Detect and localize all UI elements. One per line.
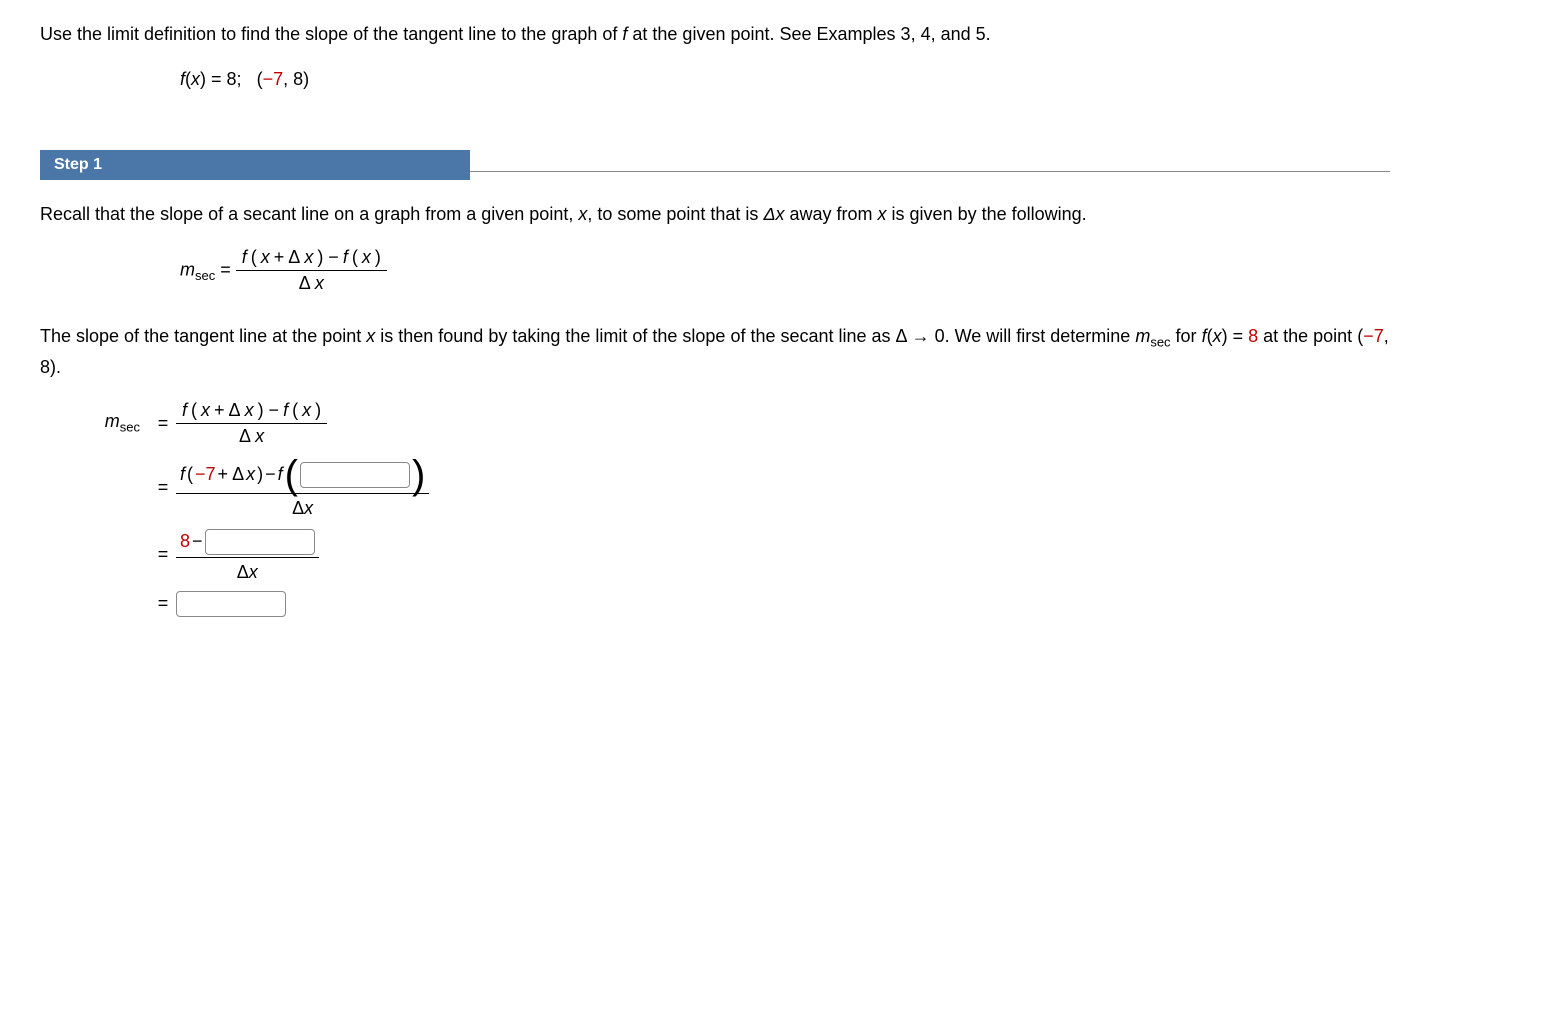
step-label: Step 1	[40, 150, 470, 180]
exp1-p3: away from	[785, 204, 878, 224]
big-paren-open: (	[285, 459, 298, 491]
answer-input-2[interactable]	[205, 529, 315, 555]
point-close: )	[303, 69, 309, 89]
answer-input-3[interactable]	[176, 591, 286, 617]
step-heading-bar: Step 1	[40, 150, 1390, 180]
fn-x: x	[191, 69, 200, 89]
work-frac-2: f(−7 + Δx) − f ( ) Δx	[176, 457, 429, 519]
secant-fraction: f(x + Δx) − f(x) Δx	[236, 245, 387, 296]
exp1-p1: Recall that the slope of a secant line o…	[40, 204, 578, 224]
work-lhs: msec	[50, 411, 150, 435]
big-paren-close: )	[412, 459, 425, 491]
exp2-eight: 8	[1248, 326, 1258, 346]
work-row-4: =	[50, 591, 1390, 617]
work-eq-3: =	[150, 544, 176, 565]
r2-plus: + Δ	[218, 464, 245, 485]
exp2-p3: . We will first determine	[945, 326, 1136, 346]
work-sec-sub: sec	[120, 420, 140, 435]
exp1-x2: x	[878, 204, 887, 224]
exp2-fx4: ) =	[1222, 326, 1249, 346]
work-row-3: = 8 − Δx	[50, 527, 1390, 583]
fn-semicolon: ;	[237, 69, 242, 89]
m-symbol: m	[180, 259, 195, 279]
work-row-1: msec = f(x + Δx) − f(x) Δx	[50, 398, 1390, 449]
exp2-p2: is then found by taking the limit of the…	[375, 326, 895, 346]
work-eq-4: =	[150, 593, 176, 614]
r2-minus: −	[265, 464, 276, 485]
fn-close-eq: ) =	[200, 69, 227, 89]
work-r3-num: 8 −	[176, 527, 319, 558]
exp2-x: x	[366, 326, 375, 346]
point-neg7: −7	[263, 69, 284, 89]
r2-open: (	[187, 464, 193, 485]
r2-neg7: −7	[195, 464, 216, 485]
exp2-p5: at the point	[1258, 326, 1357, 346]
r2-f: f	[180, 464, 185, 485]
work-frac-1: f(x + Δx) − f(x) Δx	[176, 398, 327, 449]
answer-input-1[interactable]	[300, 462, 410, 488]
secant-num: f(x + Δx) − f(x)	[236, 245, 387, 271]
step-divider	[470, 171, 1390, 172]
exp1-dx: Δx	[763, 204, 784, 224]
exp1-p4: is given by the following.	[887, 204, 1087, 224]
r2-x: x	[246, 464, 255, 485]
work-m: m	[105, 411, 120, 431]
work-eq-1: =	[150, 413, 176, 434]
exp2-m: m	[1135, 326, 1150, 346]
r2-f2: f	[278, 464, 283, 485]
function-definition: f(x) = 8; (−7, 8)	[180, 69, 1390, 90]
work-r2-num: f(−7 + Δx) − f ( )	[176, 457, 429, 494]
question-prompt: Use the limit definition to find the slo…	[40, 20, 1390, 49]
work-r3-den: Δx	[237, 558, 258, 583]
prompt-text-1: Use the limit definition to find the slo…	[40, 24, 622, 44]
explanation-1: Recall that the slope of a secant line o…	[40, 200, 1390, 229]
secant-den: Δx	[293, 271, 330, 296]
exp2-limit: Δ → 0	[896, 326, 945, 346]
work-eq-2: =	[150, 477, 176, 498]
exp2-fx3: x	[1213, 326, 1222, 346]
fn-value-8: 8	[227, 69, 237, 89]
r3-eight: 8	[180, 531, 190, 552]
sec-sub: sec	[195, 267, 215, 282]
point-y: 8	[293, 69, 303, 89]
work-r1-num: f(x + Δx) − f(x)	[176, 398, 327, 424]
explanation-2: The slope of the tangent line at the poi…	[40, 322, 1390, 382]
exp1-x: x	[578, 204, 587, 224]
work-frac-3: 8 − Δx	[176, 527, 319, 583]
msec-derivation: msec = f(x + Δx) − f(x) Δx = f(−7 + Δx) …	[50, 398, 1390, 617]
r2-close: )	[257, 464, 263, 485]
exp2-p1: The slope of the tangent line at the poi…	[40, 326, 366, 346]
exp2-neg7: −7	[1363, 326, 1384, 346]
point-comma: ,	[283, 69, 293, 89]
exp1-p2: , to some point that is	[587, 204, 763, 224]
work-r1-den: Δx	[233, 424, 270, 449]
secant-formula: msec = f(x + Δx) − f(x) Δx	[180, 245, 1390, 296]
prompt-text-2: at the given point. See Examples 3, 4, a…	[627, 24, 990, 44]
formula-eq: =	[215, 259, 236, 279]
work-row-2: = f(−7 + Δx) − f ( ) Δx	[50, 457, 1390, 519]
exp2-sec: sec	[1150, 334, 1170, 349]
exp2-p4: for	[1171, 326, 1202, 346]
r3-minus: −	[192, 531, 203, 552]
work-r2-den: Δx	[292, 494, 313, 519]
